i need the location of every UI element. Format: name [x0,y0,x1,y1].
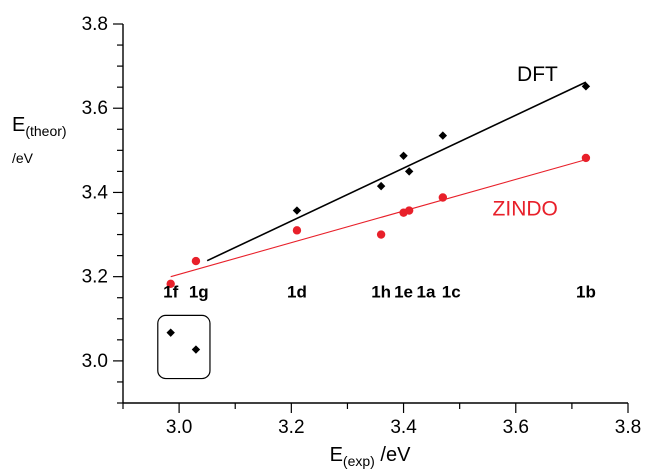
zindo-point [404,206,414,215]
outlier-point [166,328,175,337]
y-axis-title-main: E [12,114,25,136]
compound-label: 1a [417,283,436,302]
fit-lines [170,81,587,278]
x-axis-title-subscript: (exp) [343,453,375,469]
x-tick-label: 3.2 [278,417,304,438]
axis-ticks: 3.0 3.2 3.4 3.6 3.8 3.0 3.2 3.4 3.6 3.8 [82,14,642,438]
zindo-point [581,153,591,163]
y-axis-title-unit: /eV [12,150,34,166]
dft-point [399,151,408,161]
zindo-point [191,256,201,266]
x-axis-title-main: E [330,444,343,466]
compound-label: 1c [442,283,461,302]
dft-point [376,181,386,191]
x-tick-label: 3.4 [390,417,417,438]
dft-point [581,82,591,91]
compound-label: 1d [287,283,307,302]
x-tick-label: 3.6 [503,417,529,438]
zindo-point [438,193,448,202]
outlier-box [157,314,211,380]
outlier-point [191,345,201,354]
zindo-fit-line [170,159,587,278]
data-points [166,82,591,354]
y-tick-label: 3.8 [82,14,108,35]
zindo-point [166,279,175,289]
compound-label: 1f [163,283,178,302]
compound-label: 1b [576,283,596,302]
y-tick-label: 3.4 [82,182,109,203]
compound-label: 1e [394,283,413,302]
y-axis-title: E(theor) [12,114,67,139]
dft-fit-line [206,81,587,262]
dft-point [438,131,448,140]
y-tick-label: 3.6 [82,98,108,119]
compound-label: 1g [189,283,209,302]
y-tick-label: 3.0 [82,351,108,372]
series-label-zindo: ZINDO [493,198,558,221]
y-axis-title-subscript: (theor) [25,123,66,139]
x-tick-label: 3.8 [615,417,641,438]
series-label-dft: DFT [517,63,558,86]
y-tick-label: 3.2 [82,267,108,288]
zindo-point [292,226,302,235]
dft-point [292,206,302,215]
x-axis-title: E(exp) /eV [330,444,411,469]
x-axis-title-unit: /eV [375,444,411,466]
compound-label: 1h [371,283,391,302]
outlier-group [157,314,211,380]
dft-point [404,167,414,176]
zindo-point [376,230,386,239]
x-tick-label: 3.0 [166,417,192,438]
annotations: 1f 1g 1d 1h 1e 1a 1c 1b DFT ZINDO [163,63,596,302]
